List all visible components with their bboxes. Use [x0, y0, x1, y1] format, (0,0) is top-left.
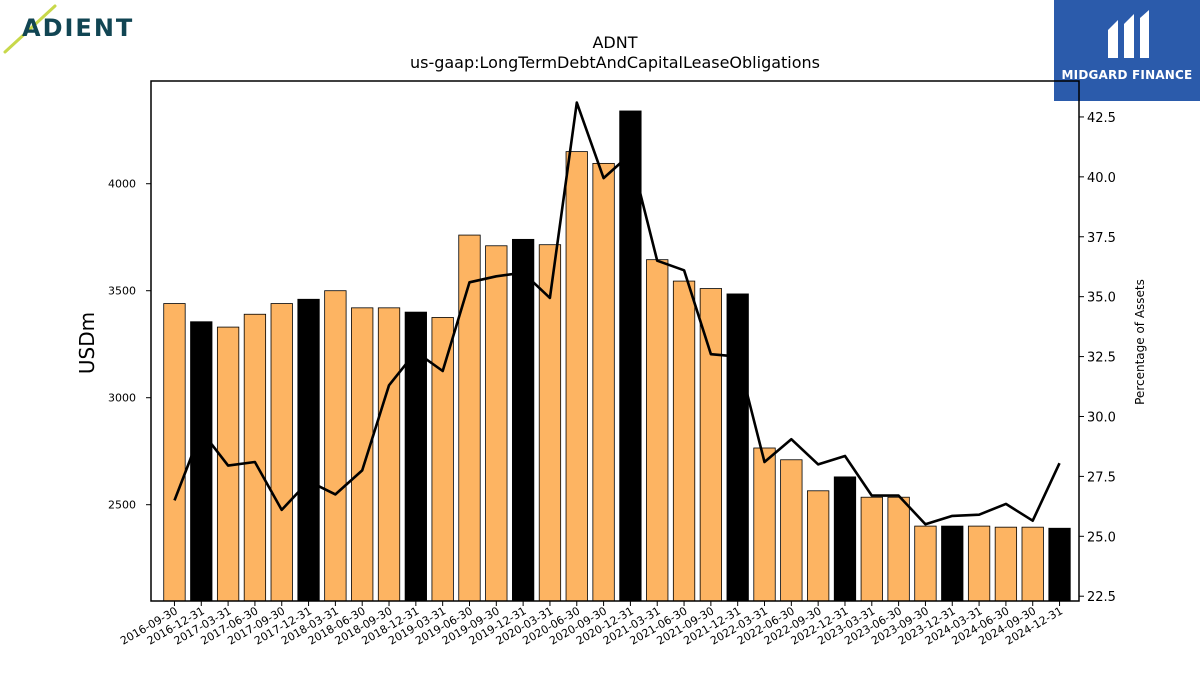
bar-2018-06-30 [351, 307, 374, 602]
y2-tick-label: 42.5 [1087, 111, 1116, 126]
percentage-of-assets-line [173, 101, 1061, 526]
bar-2024-06-30 [994, 526, 1018, 602]
bar-2019-06-30 [458, 234, 481, 602]
midgard-emblem-icon [1108, 10, 1149, 58]
bar-2021-06-30 [672, 280, 696, 602]
percentage-line-group [173, 101, 1061, 526]
bar-2022-12-31 [833, 476, 857, 602]
bar-2023-06-30 [887, 496, 910, 602]
y-tick-label: 2500 [108, 499, 136, 512]
adient-logo: ADIENT [0, 0, 140, 60]
bar-2020-09-30 [592, 162, 615, 602]
y-axis-label: USDm [75, 312, 99, 374]
bar-2024-12-31 [1048, 527, 1071, 602]
bar-2020-06-30 [565, 151, 588, 602]
bar-2018-09-30 [377, 307, 401, 602]
y2-axis-label: Percentage of Assets [1133, 279, 1147, 405]
adient-swoosh-icon [3, 4, 57, 54]
midgard-finance-logo: MIDGARD FINANCE [1054, 0, 1200, 101]
bar-2022-09-30 [807, 490, 830, 602]
y2-tick-label: 40.0 [1087, 171, 1116, 186]
y-tick-label: 3500 [108, 285, 136, 298]
bar-2016-12-31 [190, 321, 213, 602]
bar-2017-06-30 [243, 313, 267, 602]
bar-2017-09-30 [270, 303, 293, 602]
bar-2019-09-30 [485, 245, 508, 602]
plot-frame [150, 80, 1080, 602]
bar-2021-03-31 [646, 259, 669, 602]
y-tick-label: 3000 [108, 392, 136, 405]
chart-subtitle: us-gaap:LongTermDebtAndCapitalLeaseOblig… [410, 53, 820, 72]
bar-2023-09-30 [914, 525, 937, 602]
y2-tick-label: 35.0 [1087, 291, 1116, 306]
y2-tick-label: 25.0 [1087, 530, 1116, 545]
y-tick-label: 4000 [108, 178, 136, 191]
bar-2024-09-30 [1021, 526, 1044, 602]
bars-group [163, 110, 1071, 602]
bar-2021-09-30 [699, 288, 723, 602]
bar-2018-03-31 [324, 290, 347, 602]
bar-2023-03-31 [860, 496, 883, 602]
bar-2021-12-31 [726, 293, 749, 602]
bar-2022-06-30 [780, 459, 803, 602]
adient-logo-text: ADIENT [22, 14, 135, 42]
y2-tick-label: 30.0 [1087, 410, 1116, 425]
bar-2022-03-31 [753, 447, 776, 602]
y2-tick-label: 27.5 [1087, 470, 1116, 485]
y2-tick-label: 32.5 [1087, 351, 1116, 366]
y2-tick-label: 37.5 [1087, 231, 1116, 246]
bar-2019-03-31 [431, 317, 454, 602]
bar-2017-12-31 [297, 298, 320, 602]
bar-2024-03-31 [967, 525, 991, 602]
bar-2016-09-30 [163, 303, 186, 602]
bar-2023-12-31 [941, 525, 964, 602]
bar-2018-12-31 [404, 311, 427, 602]
midgard-logo-text: MIDGARD FINANCE [1061, 68, 1193, 82]
bar-2019-12-31 [511, 238, 535, 602]
y2-tick-label: 22.5 [1087, 590, 1116, 605]
chart-title: ADNT [592, 33, 637, 52]
